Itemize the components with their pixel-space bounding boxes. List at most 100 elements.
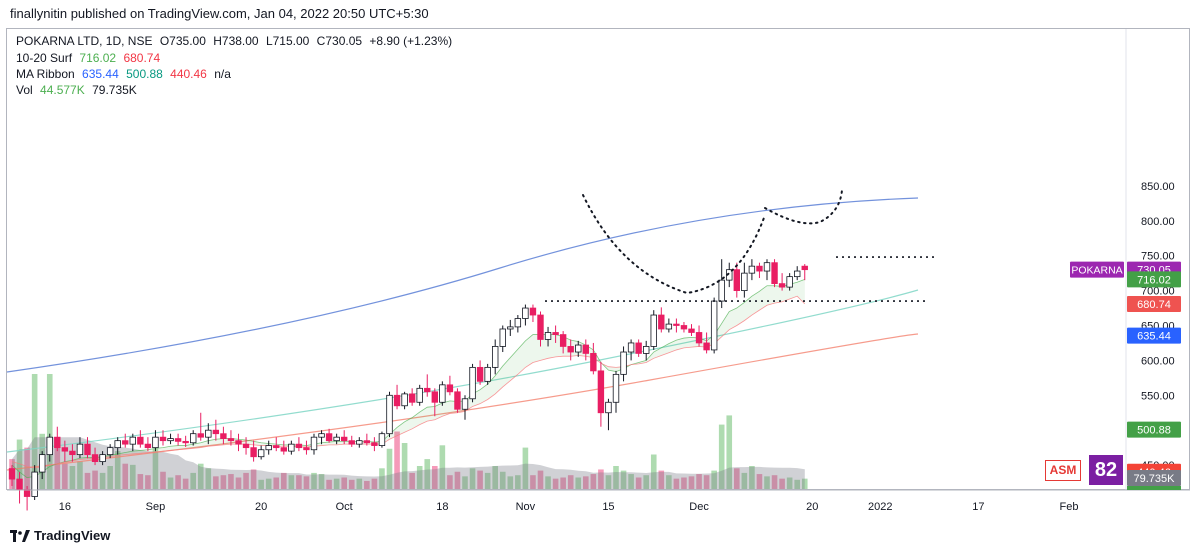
volume-bar (394, 431, 400, 489)
volume-bar (666, 475, 672, 489)
x-tick-label: Oct (336, 501, 353, 513)
candle-body (582, 344, 589, 354)
candle-body (378, 433, 386, 446)
candle-body (318, 433, 325, 438)
candle-body (129, 436, 136, 445)
volume-bar (764, 476, 770, 489)
volume-bar (303, 476, 310, 489)
volume-bar (228, 474, 234, 489)
high-label: H (213, 34, 222, 48)
volume-bar (650, 454, 657, 489)
candles-layer (8, 259, 808, 511)
volume-bar (801, 478, 808, 489)
volume-bar (145, 475, 151, 489)
legend-ribbon[interactable]: MA Ribbon 635.44 500.88 440.46 n/a (16, 67, 235, 81)
candle-body (597, 370, 605, 414)
legend-surf[interactable]: 10-20 Surf 716.02 680.74 (16, 51, 164, 65)
volume-bar (99, 472, 106, 489)
ribbon-value-3: 440.46 (170, 67, 207, 81)
y-tick-label: 850.00 (1141, 181, 1175, 193)
y-tick-label: 800.00 (1141, 216, 1175, 228)
volume-bar (235, 477, 242, 489)
candle-body (469, 366, 476, 400)
candle-body (476, 366, 484, 382)
volume-bar (681, 477, 687, 489)
price-tag-ribbon-1: 635.44 (1137, 331, 1171, 343)
volume-bar (484, 472, 491, 489)
candle-body (205, 429, 212, 438)
volume-bar (84, 472, 91, 489)
candle-body (340, 436, 348, 442)
symbol-tag: POKARNA (1071, 265, 1122, 277)
candle-body (507, 326, 514, 330)
legend-volume[interactable]: Vol 44.577K 79.735K (16, 83, 141, 97)
volume-bar (364, 480, 370, 489)
surf-label: 10-20 Surf (16, 51, 73, 65)
volume-bar (718, 424, 725, 489)
price-tag-surf-fast-bg (1127, 271, 1181, 288)
ma-teal-line (6, 289, 919, 453)
volume-bar (54, 445, 61, 489)
volume-bar (779, 478, 785, 489)
candle-body (8, 468, 16, 480)
candle-body (741, 272, 748, 291)
volume-bar (643, 475, 649, 489)
volume-bar (522, 447, 529, 489)
candle-body (280, 447, 287, 452)
volume-bar (432, 466, 438, 489)
volume-bar (243, 472, 249, 489)
footer-brand[interactable]: TradingView (10, 528, 110, 543)
candle-body (106, 447, 114, 456)
volume-bar (552, 478, 559, 489)
volume-bar (469, 468, 476, 489)
candle-body (703, 342, 710, 351)
vol-tag-bg (1127, 470, 1181, 486)
candle-body (559, 334, 567, 347)
low-label: L (265, 34, 273, 48)
candle-body (786, 276, 793, 288)
volume-bar (515, 475, 521, 489)
volume-bar (499, 471, 506, 489)
candle-body (182, 440, 189, 444)
volume-bar (598, 469, 604, 489)
volume-bar (167, 477, 174, 489)
moving-average-layer (6, 197, 919, 471)
candle-body (220, 433, 227, 439)
score-badge: 82 (1089, 455, 1123, 485)
volume-bar (356, 478, 363, 489)
candle-body (212, 429, 220, 435)
candle-body (612, 373, 620, 403)
volume-bar (386, 448, 393, 489)
low-value: 715.00 (272, 34, 310, 48)
volume-bar (605, 475, 612, 489)
volume-bar (477, 470, 483, 489)
vol-tag: 79.735K (1134, 473, 1176, 485)
volume-bar (628, 474, 634, 489)
volume-bar (258, 479, 264, 489)
candle-body (756, 265, 763, 272)
volume-bar (756, 474, 763, 489)
volume-bar (114, 451, 121, 489)
volume-bar (92, 470, 98, 489)
volume-bar (273, 477, 280, 489)
candle-body (227, 438, 235, 442)
candle-body (371, 442, 378, 446)
volume-bar (348, 479, 355, 489)
candle-body (273, 445, 280, 449)
candle-body (439, 384, 446, 403)
candle-body (235, 440, 242, 445)
volume-bar (560, 477, 566, 489)
candle-body (288, 443, 295, 452)
volume-bar (318, 474, 325, 489)
x-tick-label: Dec (689, 501, 709, 513)
candle-body (461, 398, 469, 410)
candle-body (325, 433, 333, 442)
x-tick-label: 20 (806, 501, 818, 513)
volume-bar (786, 477, 793, 489)
candle-body (544, 332, 552, 340)
candle-body (794, 270, 801, 278)
candle-body (620, 351, 627, 375)
volume-bar (341, 477, 347, 489)
x-tick-label: 16 (59, 501, 71, 513)
